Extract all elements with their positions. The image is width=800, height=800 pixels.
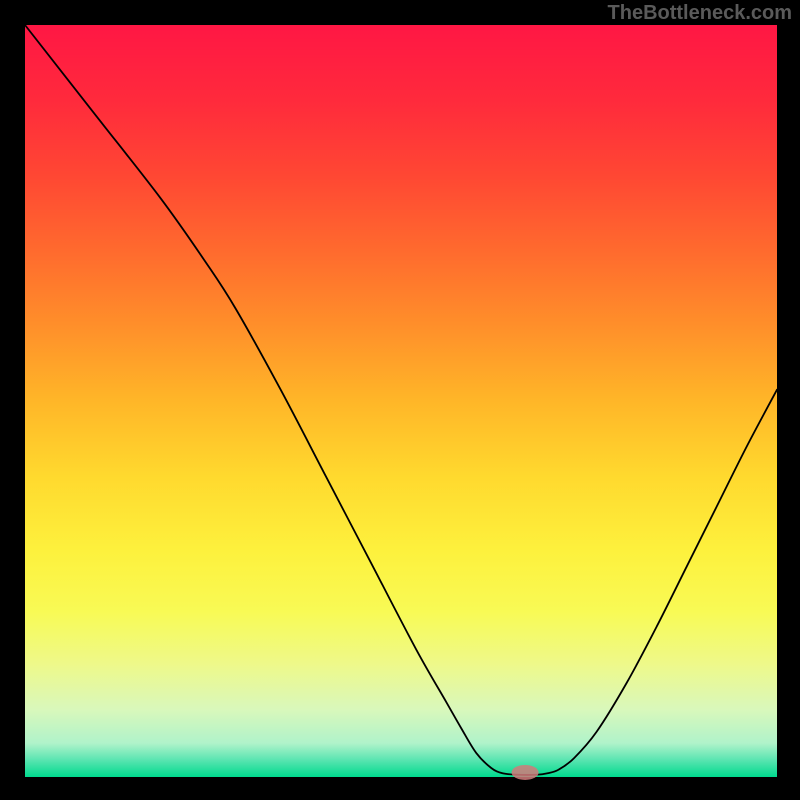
chart-container: TheBottleneck.com: [0, 0, 800, 800]
optimal-point-marker: [512, 765, 539, 780]
watermark-text: TheBottleneck.com: [608, 2, 792, 25]
bottleneck-chart: [0, 0, 800, 800]
plot-background: [25, 25, 777, 777]
